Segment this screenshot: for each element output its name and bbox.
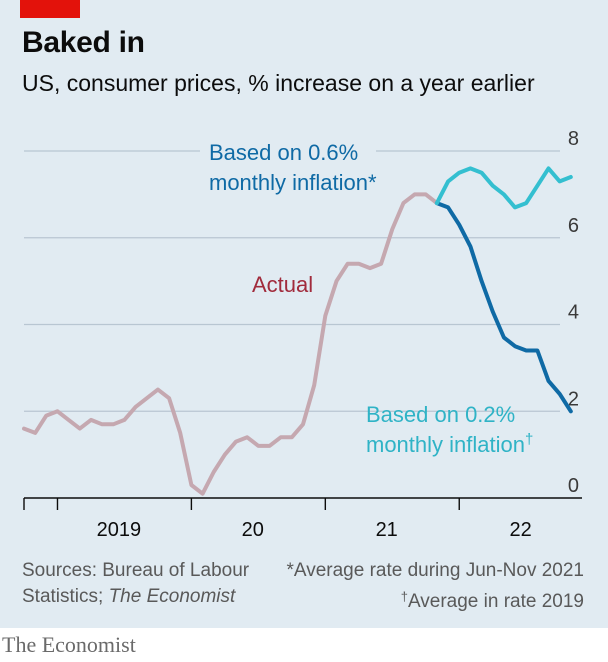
x-tick-label-21: 21: [376, 519, 398, 541]
y-tick-labels: 8 6 4 2 0: [568, 128, 579, 497]
brand-logo-text: The Economist: [2, 632, 136, 657]
annotation-low-dagger: †: [525, 431, 533, 448]
sources-line-2: Statistics; The Economist: [22, 584, 249, 610]
y-tick-label-0: 0: [568, 475, 579, 497]
x-tick-labels: 2019 20 21 22: [97, 519, 532, 541]
footnotes: *Average rate during Jun-Nov 2021 †Avera…: [286, 558, 584, 615]
annotation-low-line1: Based on 0.2%: [366, 402, 515, 427]
footnote-dagger-text: Average in rate 2019: [407, 591, 584, 612]
annotation-actual: Actual: [252, 272, 313, 297]
chart-subtitle: US, consumer prices, % increase on a yea…: [22, 70, 535, 96]
annotation-low-line2: monthly inflation†: [366, 431, 533, 457]
series-high-projection-line: [434, 201, 573, 414]
footnote-dagger: †Average in rate 2019: [286, 584, 584, 615]
y-tick-label-8: 8: [568, 128, 579, 150]
annotation-high-line2: monthly inflation*: [209, 170, 377, 195]
x-tick-label-20: 20: [242, 519, 264, 541]
chart-panel: [0, 0, 608, 628]
chart-title: Baked in: [22, 26, 145, 59]
y-tick-label-4: 4: [568, 302, 579, 324]
y-tick-label-2: 2: [568, 388, 579, 410]
annotation-high-backdrop: [200, 136, 376, 196]
y-tick-label-6: 6: [568, 215, 579, 237]
annotation-high-line1: Based on 0.6%: [209, 140, 358, 165]
economist-red-tag: [20, 0, 80, 18]
series-actual-line: [22, 192, 439, 496]
footnote-asterisk: *Average rate during Jun-Nov 2021: [286, 560, 584, 581]
series-low-projection-line: [434, 166, 573, 210]
sources-line-1: Sources: Bureau of Labour: [22, 560, 250, 581]
annotation-low-line2-text: monthly inflation: [366, 432, 525, 457]
x-tick-label-22: 22: [509, 519, 531, 541]
sources-line-2-prefix: Statistics;: [22, 586, 109, 607]
sources-line-2-italic: The Economist: [108, 586, 236, 607]
x-axis: [23, 497, 582, 510]
x-tick-label-2019: 2019: [97, 519, 142, 541]
footnote-dagger-mark: †: [400, 589, 408, 604]
series-lines: [22, 166, 573, 496]
sources-note: Sources: Bureau of Labour Statistics; Th…: [22, 558, 249, 610]
